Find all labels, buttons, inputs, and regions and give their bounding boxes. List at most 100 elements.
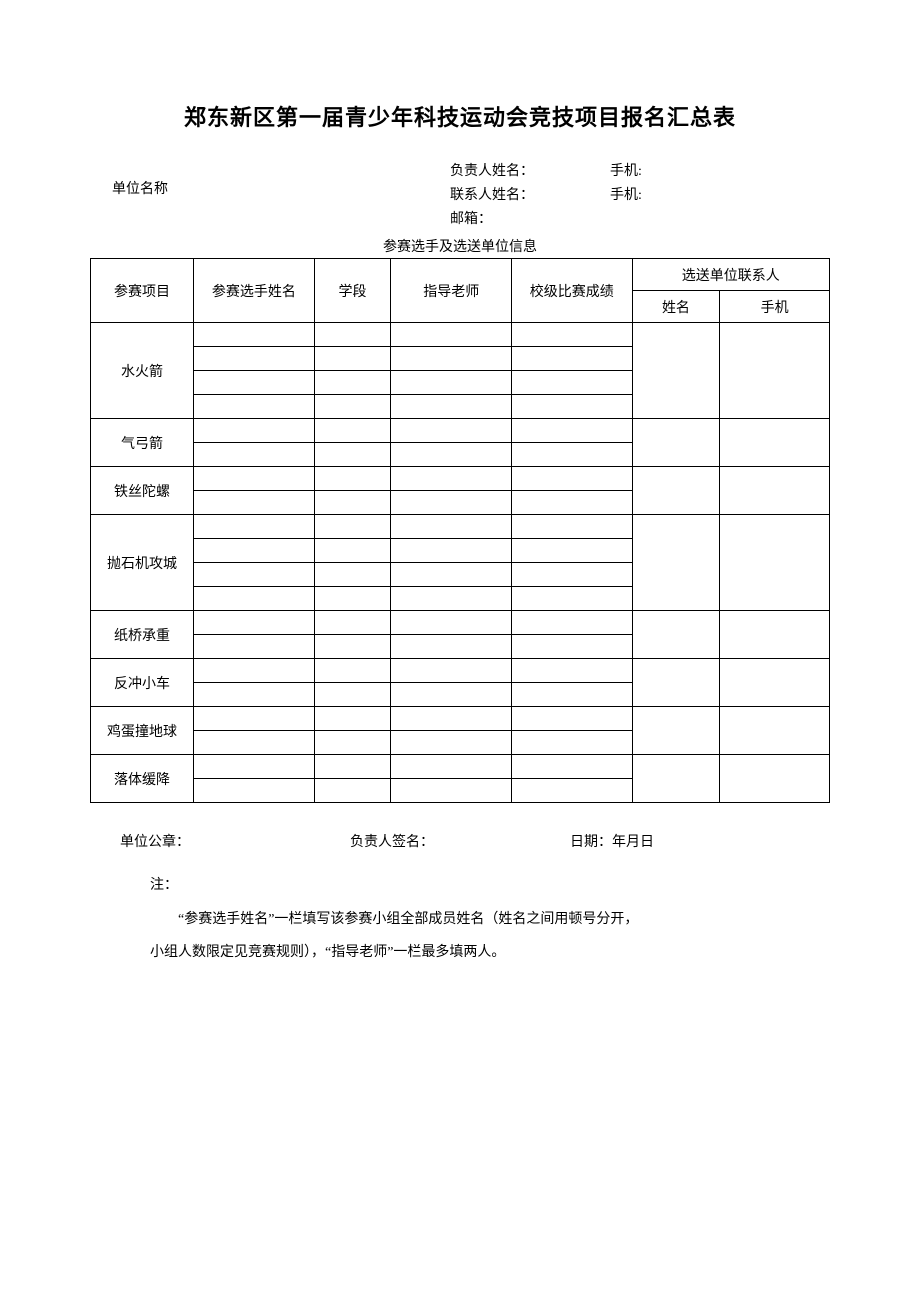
contact-name-label: 联系人姓名： <box>450 184 610 204</box>
table-subtitle: 参赛选手及选送单位信息 <box>90 236 830 256</box>
sender-name-cell <box>632 419 720 467</box>
data-cell <box>391 587 512 611</box>
data-cell <box>194 659 315 683</box>
email-label: 邮箱： <box>450 208 610 228</box>
data-cell <box>391 395 512 419</box>
data-cell <box>512 347 633 371</box>
data-cell <box>391 683 512 707</box>
note-line-2: 小组人数限定见竞赛规则），“指导老师”一栏最多填两人。 <box>150 936 810 970</box>
sender-phone-cell <box>720 467 830 515</box>
data-cell <box>314 755 391 779</box>
data-cell <box>391 467 512 491</box>
data-cell <box>512 539 633 563</box>
col-teacher: 指导老师 <box>391 259 512 323</box>
data-cell <box>512 515 633 539</box>
data-cell <box>512 779 633 803</box>
sender-name-cell <box>632 755 720 803</box>
data-cell <box>314 563 391 587</box>
sender-name-cell <box>632 515 720 611</box>
project-cell: 反冲小车 <box>91 659 194 707</box>
sender-phone-cell <box>720 755 830 803</box>
note-label: 注： <box>150 869 810 903</box>
project-cell: 抛石机攻城 <box>91 515 194 611</box>
signer-label: 负责人签名： <box>350 831 570 851</box>
data-cell <box>512 563 633 587</box>
data-cell <box>194 587 315 611</box>
data-cell <box>314 683 391 707</box>
data-cell <box>512 731 633 755</box>
col-stage: 学段 <box>314 259 391 323</box>
table-row: 气弓箭 <box>91 419 830 443</box>
leader-phone-label: 手机: <box>610 160 730 180</box>
table-body: 水火箭气弓箭铁丝陀螺抛石机攻城纸桥承重反冲小车鸡蛋撞地球落体缓降 <box>91 323 830 803</box>
table-row: 落体缓降 <box>91 755 830 779</box>
project-cell: 纸桥承重 <box>91 611 194 659</box>
data-cell <box>391 563 512 587</box>
project-cell: 气弓箭 <box>91 419 194 467</box>
table-row: 纸桥承重 <box>91 611 830 635</box>
data-cell <box>314 731 391 755</box>
col-score: 校级比赛成绩 <box>512 259 633 323</box>
registration-table: 参赛项目 参赛选手姓名 学段 指导老师 校级比赛成绩 选送单位联系人 姓名 手机… <box>90 258 830 803</box>
data-cell <box>512 683 633 707</box>
data-cell <box>194 779 315 803</box>
data-cell <box>391 611 512 635</box>
seal-label: 单位公章： <box>120 831 350 851</box>
sender-name-cell <box>632 707 720 755</box>
header-info: 单位名称 负责人姓名： 手机: 联系人姓名： 手机: 邮箱： <box>90 160 830 232</box>
data-cell <box>194 731 315 755</box>
data-cell <box>391 419 512 443</box>
data-cell <box>391 371 512 395</box>
data-cell <box>512 611 633 635</box>
note-line-1: “参赛选手姓名”一栏填写该参赛小组全部成员姓名（姓名之间用顿号分开， <box>150 903 810 937</box>
signature-row: 单位公章： 负责人签名： 日期：年月日 <box>90 831 830 851</box>
data-cell <box>391 443 512 467</box>
sender-name-cell <box>632 467 720 515</box>
data-cell <box>194 563 315 587</box>
data-cell <box>194 467 315 491</box>
data-cell <box>194 683 315 707</box>
col-project: 参赛项目 <box>91 259 194 323</box>
sender-phone-cell <box>720 323 830 419</box>
contact-phone-label: 手机: <box>610 184 730 204</box>
data-cell <box>391 779 512 803</box>
data-cell <box>391 323 512 347</box>
data-cell <box>391 347 512 371</box>
data-cell <box>512 467 633 491</box>
data-cell <box>194 395 315 419</box>
data-cell <box>314 371 391 395</box>
data-cell <box>512 491 633 515</box>
data-cell <box>391 635 512 659</box>
data-cell <box>194 635 315 659</box>
notes: 注： “参赛选手姓名”一栏填写该参赛小组全部成员姓名（姓名之间用顿号分开， 小组… <box>90 869 830 970</box>
project-cell: 鸡蛋撞地球 <box>91 707 194 755</box>
data-cell <box>314 707 391 731</box>
data-cell <box>314 659 391 683</box>
data-cell <box>314 491 391 515</box>
table-row: 铁丝陀螺 <box>91 467 830 491</box>
data-cell <box>391 731 512 755</box>
data-cell <box>391 659 512 683</box>
data-cell <box>512 395 633 419</box>
col-sender-phone: 手机 <box>720 291 830 323</box>
data-cell <box>512 755 633 779</box>
data-cell <box>194 371 315 395</box>
data-cell <box>194 539 315 563</box>
data-cell <box>314 419 391 443</box>
sender-phone-cell <box>720 419 830 467</box>
project-cell: 落体缓降 <box>91 755 194 803</box>
data-cell <box>314 779 391 803</box>
table-head: 参赛项目 参赛选手姓名 学段 指导老师 校级比赛成绩 选送单位联系人 姓名 手机 <box>91 259 830 323</box>
data-cell <box>194 755 315 779</box>
data-cell <box>194 491 315 515</box>
data-cell <box>391 707 512 731</box>
data-cell <box>391 491 512 515</box>
sender-phone-cell <box>720 707 830 755</box>
page-title: 郑东新区第一届青少年科技运动会竞技项目报名汇总表 <box>90 100 830 132</box>
data-cell <box>391 515 512 539</box>
data-cell <box>512 587 633 611</box>
data-cell <box>391 755 512 779</box>
project-cell: 铁丝陀螺 <box>91 467 194 515</box>
data-cell <box>194 515 315 539</box>
table-row: 水火箭 <box>91 323 830 347</box>
